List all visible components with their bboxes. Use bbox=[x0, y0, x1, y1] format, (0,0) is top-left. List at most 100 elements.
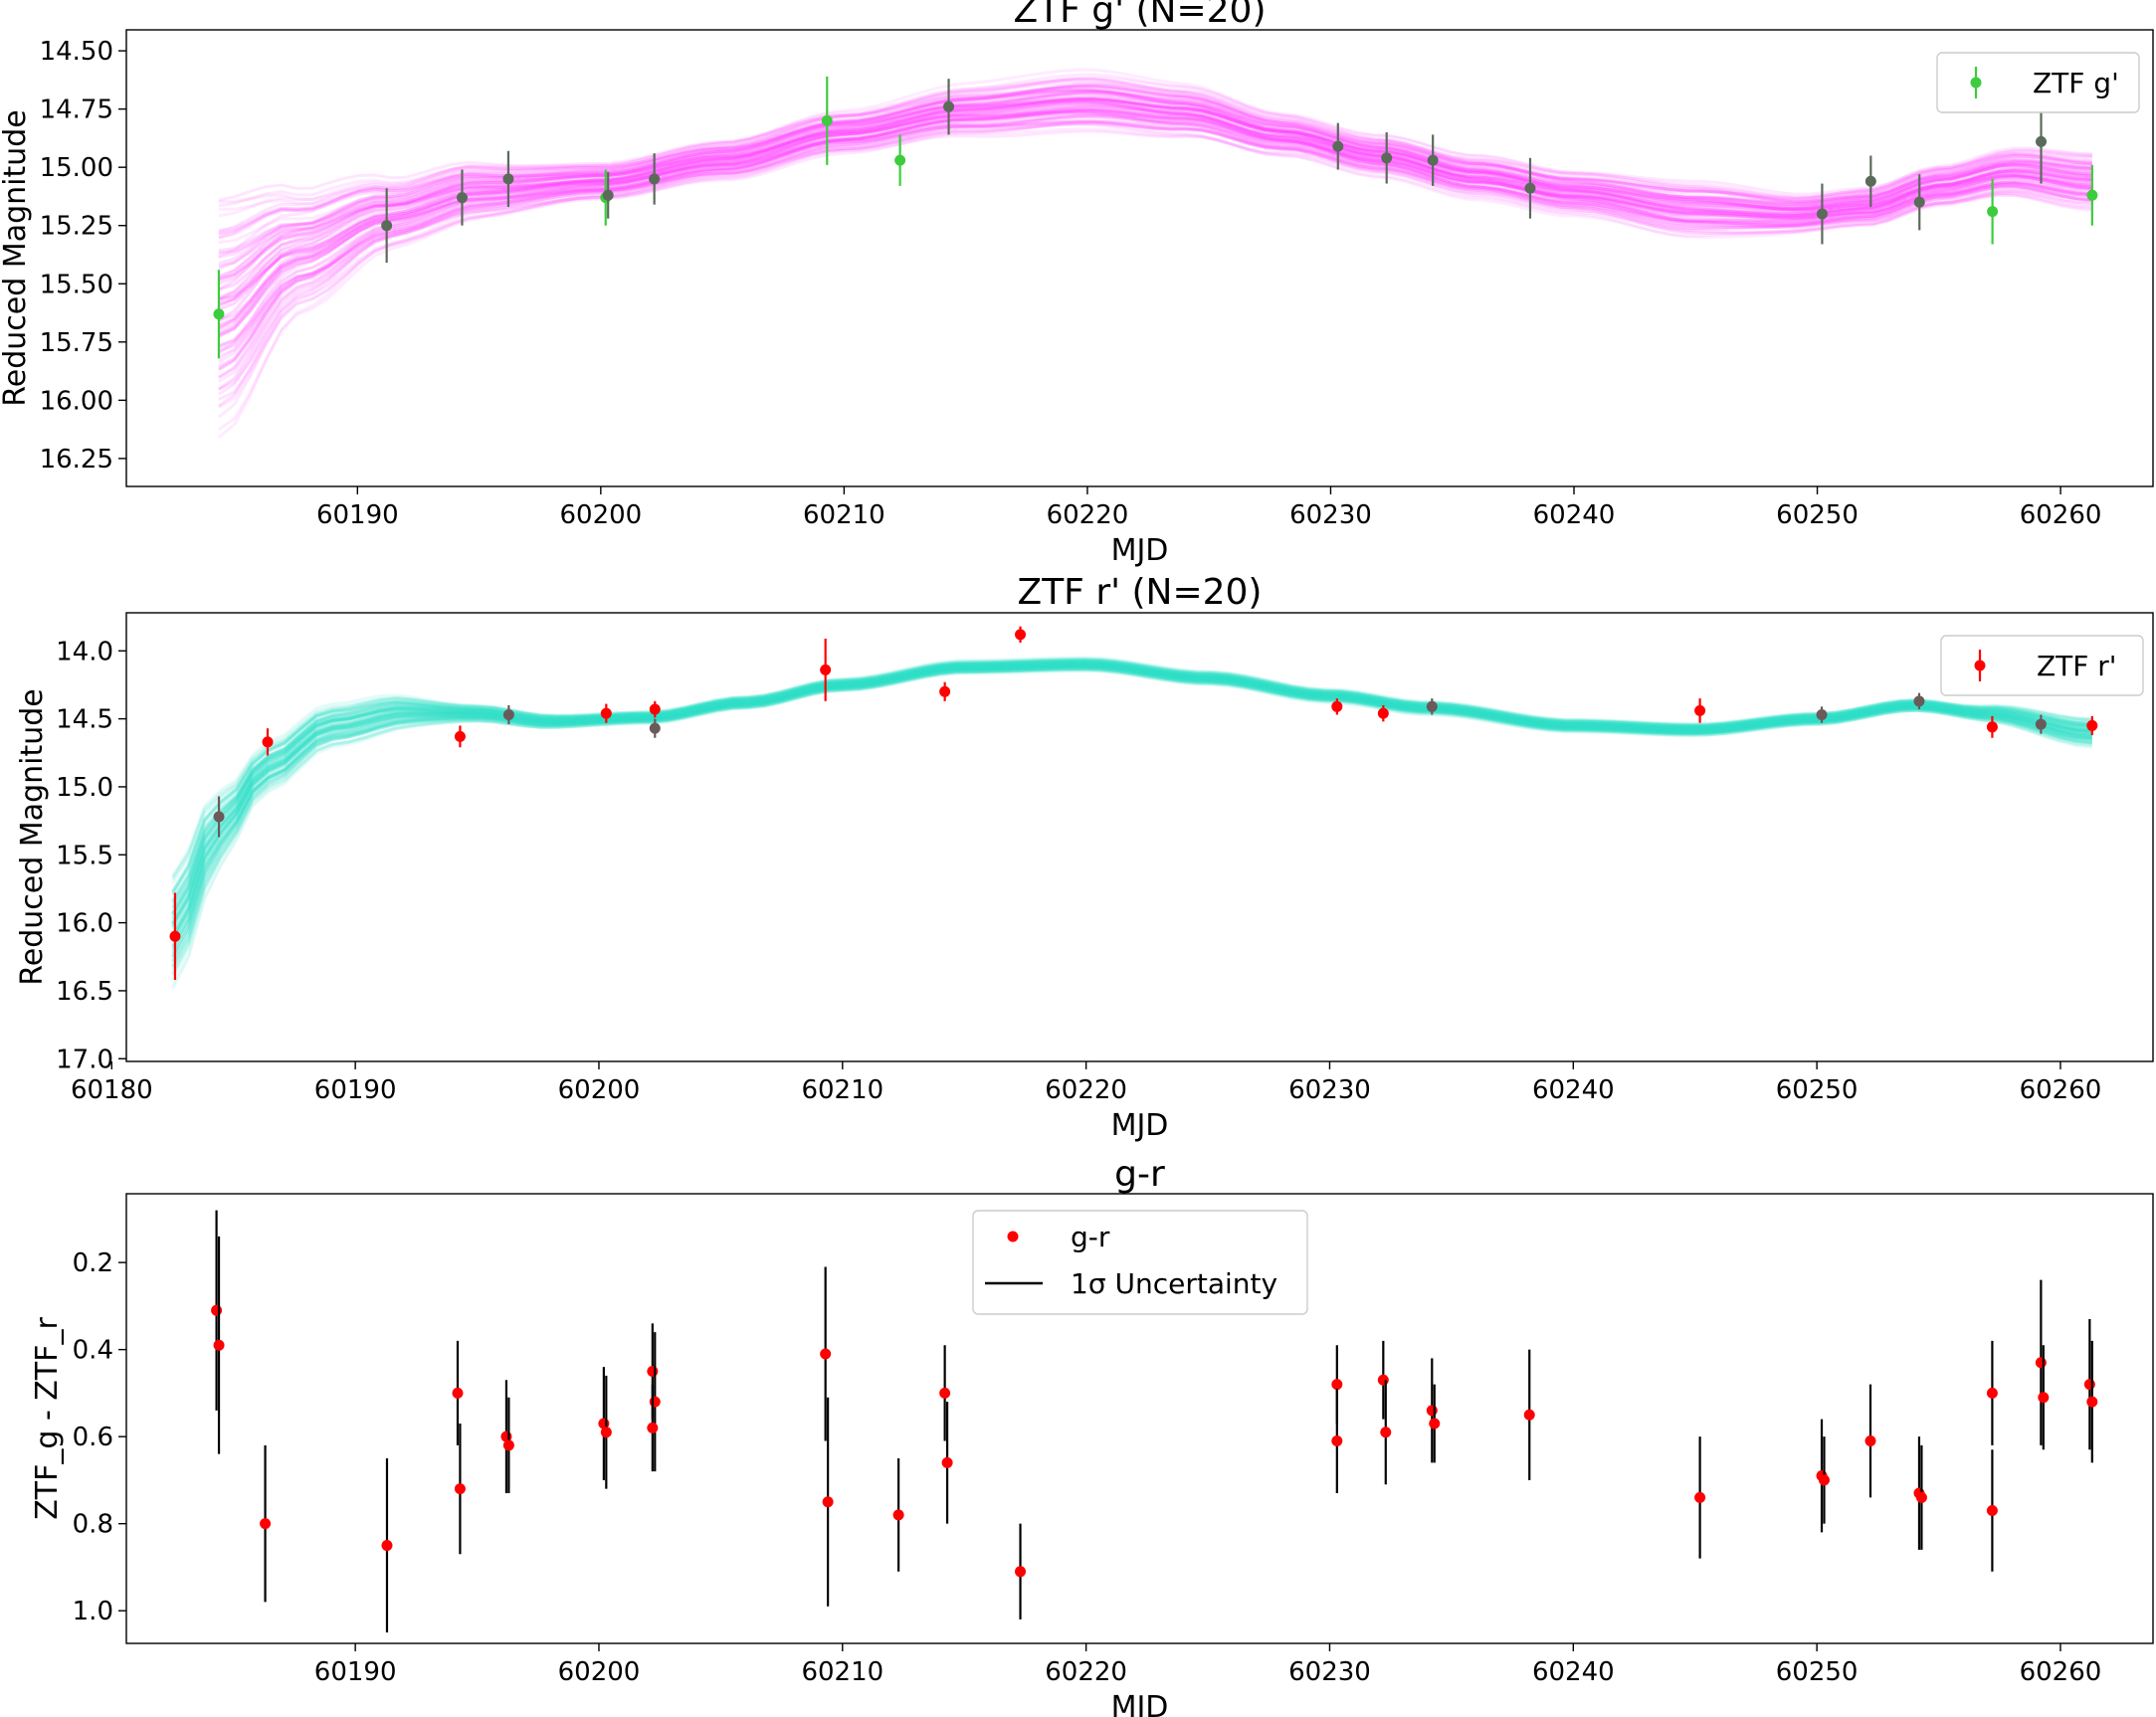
y-tick-label: 14.5 bbox=[56, 705, 113, 735]
model-sample-curve bbox=[171, 663, 2092, 920]
data-point bbox=[892, 1509, 904, 1521]
model-sample-curve bbox=[171, 663, 2092, 957]
model-sample-curve bbox=[171, 667, 2092, 968]
data-point bbox=[820, 664, 832, 675]
y-tick-label: 14.0 bbox=[56, 637, 113, 667]
model-sample-curve bbox=[171, 663, 2092, 909]
x-tick-label: 60250 bbox=[1776, 1075, 1859, 1105]
x-tick-label: 60240 bbox=[1532, 1075, 1615, 1105]
model-sample-curve bbox=[218, 78, 2092, 298]
data-point bbox=[649, 703, 661, 715]
data-point bbox=[213, 811, 225, 823]
model-sample-curve bbox=[218, 119, 2093, 391]
y-tick-label: 16.25 bbox=[40, 445, 113, 475]
model-sample-curve bbox=[171, 665, 2092, 925]
model-sample-curve bbox=[218, 91, 2092, 301]
data-point bbox=[941, 1456, 953, 1468]
model-sample-curve bbox=[171, 665, 2092, 927]
model-sample-curve bbox=[171, 663, 2092, 958]
data-point bbox=[1986, 1505, 1998, 1517]
data-point bbox=[1332, 140, 1344, 152]
model-sample-curve bbox=[171, 662, 2092, 950]
x-tick-label: 60230 bbox=[1288, 1075, 1371, 1105]
data-point bbox=[1015, 629, 1027, 641]
model-sample-curve bbox=[218, 106, 2092, 338]
legend-label-uncertainty: 1σ Uncertainty bbox=[1071, 1267, 1277, 1300]
model-sample-curve bbox=[171, 660, 2092, 925]
x-tick-label: 60250 bbox=[1776, 500, 1859, 530]
model-sample-curve bbox=[218, 99, 2092, 347]
model-sample-curve bbox=[171, 660, 2092, 901]
x-axis-label: MJD bbox=[1111, 1108, 1169, 1143]
model-sample-curve bbox=[218, 101, 2092, 335]
y-tick-label: 15.25 bbox=[40, 212, 113, 242]
data-point bbox=[1426, 700, 1438, 712]
model-sample-curve bbox=[218, 119, 2093, 330]
data-point bbox=[2083, 1379, 2095, 1391]
data-point bbox=[649, 722, 661, 734]
y-axis-label: ZTF_g - ZTF_r bbox=[30, 1317, 65, 1520]
model-sample-curve bbox=[171, 668, 2092, 968]
x-axis-label: MJD bbox=[1111, 533, 1169, 568]
model-sample-curve bbox=[218, 120, 2092, 409]
data-point bbox=[1427, 154, 1439, 166]
data-point bbox=[600, 1427, 612, 1438]
data-point bbox=[2036, 135, 2048, 147]
model-sample-curve bbox=[218, 101, 2093, 240]
model-sample-curve bbox=[218, 83, 2092, 255]
data-point bbox=[213, 308, 225, 320]
data-point bbox=[943, 100, 955, 112]
model-sample-curve bbox=[218, 89, 2092, 259]
data-point bbox=[502, 709, 514, 720]
model-sample-curve bbox=[218, 115, 2092, 431]
y-tick-label: 15.50 bbox=[40, 270, 113, 299]
model-sample-curve bbox=[171, 667, 2092, 950]
model-sample-curve bbox=[171, 666, 2092, 962]
model-sample-curve bbox=[218, 96, 2092, 308]
model-sample-curve bbox=[218, 111, 2092, 396]
y-tick-label: 16.5 bbox=[56, 977, 113, 1007]
x-tick-label: 60240 bbox=[1533, 500, 1616, 530]
y-tick-label: 15.5 bbox=[56, 841, 113, 870]
model-sample-curve bbox=[218, 97, 2093, 278]
model-sample-curve bbox=[171, 658, 2092, 895]
data-point bbox=[211, 1304, 223, 1316]
data-point bbox=[502, 1439, 514, 1451]
model-sample-curve bbox=[218, 84, 2092, 237]
model-sample-curve bbox=[218, 102, 2092, 327]
model-sample-curve bbox=[171, 657, 2092, 882]
data-point bbox=[262, 736, 274, 748]
data-point bbox=[1426, 1405, 1438, 1417]
y-tick-label: 17.0 bbox=[56, 1045, 113, 1074]
data-point bbox=[2086, 719, 2098, 731]
model-sample-curve bbox=[171, 662, 2092, 913]
data-point bbox=[1816, 709, 1828, 720]
model-sample-curve bbox=[218, 95, 2093, 236]
data-point bbox=[502, 173, 514, 185]
x-tick-label: 60250 bbox=[1776, 1657, 1859, 1687]
model-sample-curve bbox=[171, 662, 2092, 893]
model-sample-curve bbox=[171, 656, 2092, 903]
model-sample-curve bbox=[218, 97, 2092, 291]
data-point bbox=[1694, 1491, 1706, 1503]
model-sample-curve bbox=[171, 666, 2092, 939]
data-point bbox=[820, 1348, 832, 1360]
data-point bbox=[260, 1518, 272, 1530]
x-tick-label: 60220 bbox=[1045, 1657, 1127, 1687]
model-sample-curve bbox=[218, 90, 2092, 305]
g-minus-r-panel: g-r 60190 60200 60210 60220 60230 60240 60250 60… bbox=[30, 1154, 2154, 1717]
data-point bbox=[1986, 1387, 1998, 1399]
model-sample-curve bbox=[171, 667, 2092, 939]
model-sample-curve bbox=[171, 667, 2092, 987]
data-point bbox=[1381, 152, 1393, 164]
model-sample-curve bbox=[218, 73, 2092, 244]
model-sample-curve bbox=[171, 659, 2092, 894]
model-sample-curve bbox=[171, 666, 2092, 958]
model-sample-curve bbox=[171, 658, 2092, 878]
model-sample-curve bbox=[218, 104, 2092, 401]
data-point bbox=[169, 930, 181, 942]
data-point bbox=[1377, 1374, 1389, 1386]
legend-label: ZTF r' bbox=[2037, 650, 2117, 682]
model-sample-curve bbox=[218, 85, 2092, 281]
